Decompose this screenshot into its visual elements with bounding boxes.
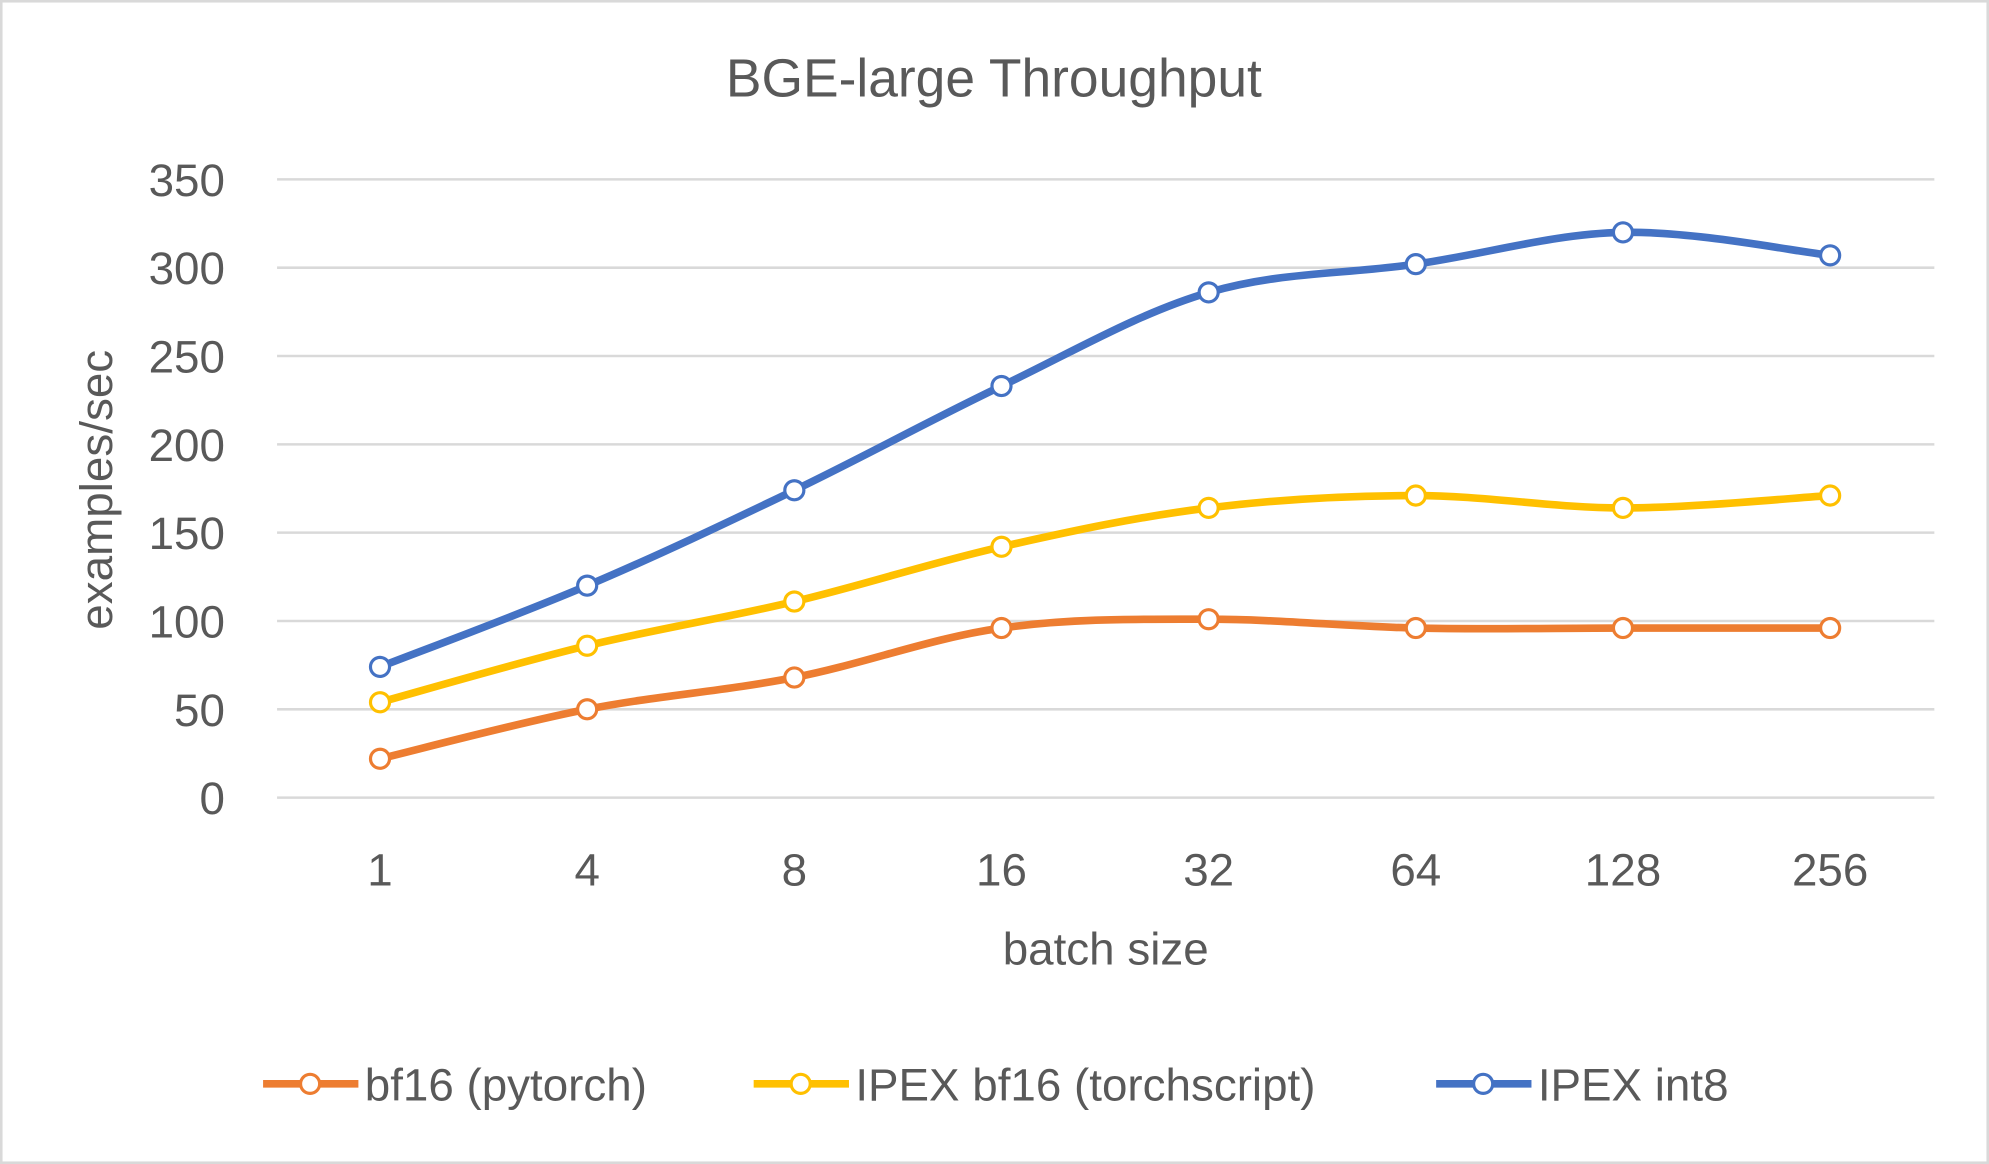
x-tick-label: 1 xyxy=(367,844,392,895)
data-point xyxy=(576,574,599,597)
data-point xyxy=(368,747,392,770)
x-tick-label: 8 xyxy=(782,844,807,895)
y-tick-label: 150 xyxy=(149,508,225,559)
data-point xyxy=(990,616,1013,640)
x-tick-label: 32 xyxy=(1183,844,1234,895)
x-tick-label: 128 xyxy=(1585,844,1661,895)
y-tick-label: 200 xyxy=(149,420,225,471)
x-tick-label: 256 xyxy=(1792,844,1868,895)
data-point xyxy=(783,479,806,502)
data-point xyxy=(990,535,1013,558)
data-point xyxy=(783,590,806,613)
series-line-0 xyxy=(379,615,1831,763)
data-point xyxy=(1197,608,1220,631)
series-line-2 xyxy=(378,228,1831,671)
data-point xyxy=(1404,253,1427,276)
data-point xyxy=(1819,616,1842,640)
y-tick-label: 0 xyxy=(200,773,225,824)
y-tick-label: 250 xyxy=(149,332,225,383)
data-point xyxy=(990,374,1013,398)
data-point xyxy=(1611,616,1635,640)
legend-marker-0 xyxy=(298,1072,322,1095)
legend-label: IPEX bf16 (torchscript) xyxy=(855,1059,1315,1110)
chart-title: BGE-large Throughput xyxy=(726,50,1262,109)
data-point xyxy=(1404,484,1427,507)
x-tick-label: 64 xyxy=(1390,844,1441,895)
legend-marker-1 xyxy=(789,1072,812,1095)
data-point xyxy=(1611,221,1635,244)
y-tick-label: 100 xyxy=(149,597,225,648)
x-axis-label: batch size xyxy=(1003,923,1209,974)
data-point xyxy=(1197,496,1220,520)
x-tick-label: 4 xyxy=(574,844,599,895)
y-axis-label: examples/sec xyxy=(71,350,122,630)
legend-marker-2 xyxy=(1472,1072,1495,1095)
data-point xyxy=(1404,616,1427,640)
data-point xyxy=(1819,484,1842,507)
data-point xyxy=(368,655,392,679)
data-point xyxy=(783,666,806,689)
data-point xyxy=(1819,244,1842,267)
data-point xyxy=(576,634,599,657)
data-point xyxy=(576,698,599,721)
series-line-1 xyxy=(379,491,1831,706)
legend-label: bf16 (pytorch) xyxy=(365,1059,647,1110)
data-point xyxy=(1611,496,1635,520)
data-point xyxy=(368,691,392,714)
data-point xyxy=(1197,281,1220,304)
x-tick-label: 16 xyxy=(976,844,1027,895)
y-tick-label: 50 xyxy=(174,685,225,736)
legend-label: IPEX int8 xyxy=(1538,1059,1729,1110)
y-tick-label: 350 xyxy=(149,155,225,206)
y-tick-label: 300 xyxy=(149,243,225,294)
